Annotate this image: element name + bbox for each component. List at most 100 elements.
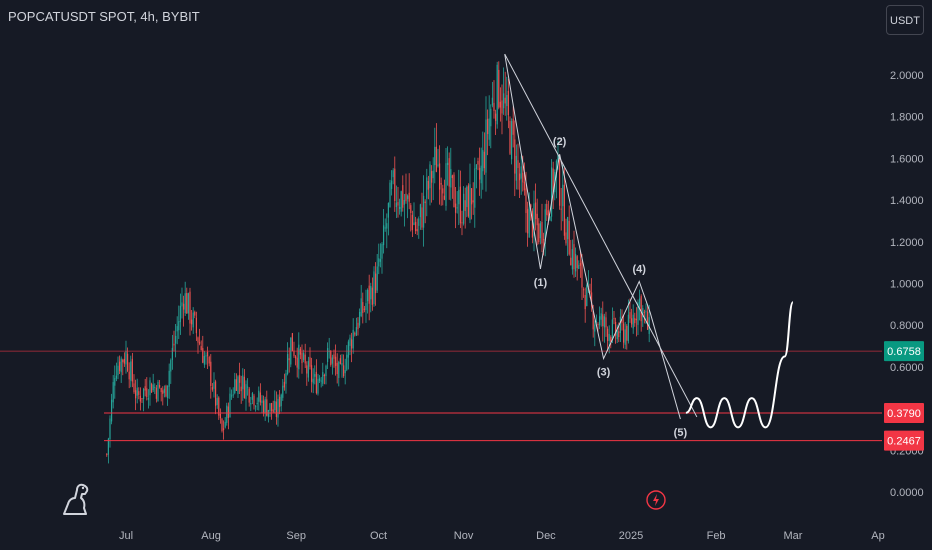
last-price-tag-text: 0.6758 — [887, 346, 921, 358]
candle-body — [589, 290, 591, 293]
x-tick-label: Mar — [783, 530, 802, 542]
candle-body — [466, 186, 468, 208]
candle-body — [443, 195, 445, 200]
candle-body — [544, 209, 546, 244]
candle-body — [390, 180, 393, 189]
candle-body — [117, 365, 119, 376]
candle-body — [552, 168, 554, 195]
last-price-tag: 0.6758 — [884, 341, 924, 362]
candle-body — [418, 218, 420, 226]
candle-body — [402, 185, 404, 208]
candle-body — [354, 333, 356, 335]
candle-body — [165, 385, 167, 397]
candle-body — [118, 361, 121, 371]
candle-body — [376, 266, 378, 291]
candle-body — [595, 321, 597, 323]
candle-body — [610, 337, 612, 342]
candle-body — [613, 318, 615, 320]
candle-body — [395, 202, 397, 208]
candle-body — [629, 312, 631, 319]
candle-body — [226, 405, 228, 423]
candle-body — [187, 293, 189, 314]
candle-body — [157, 381, 159, 402]
candle-body — [536, 213, 538, 226]
candle-body — [181, 302, 183, 307]
candle-body — [568, 220, 570, 255]
candle-body — [614, 321, 617, 336]
candle-body — [550, 167, 553, 217]
candle-body — [363, 308, 365, 310]
candle-body — [634, 318, 636, 324]
candle-body — [198, 342, 201, 344]
candle-body — [261, 400, 263, 403]
candle-body — [538, 223, 540, 243]
candle-body — [218, 397, 220, 416]
candle-body — [339, 358, 341, 364]
candle-body — [528, 207, 530, 238]
candle-body — [123, 358, 125, 364]
candle-body — [350, 339, 353, 349]
candle-body — [506, 95, 508, 107]
candle-body — [163, 388, 165, 393]
candle-body — [467, 185, 469, 217]
y-tick-label: 1.8000 — [890, 112, 924, 124]
candle-body — [384, 227, 386, 229]
y-tick-label: 2.0000 — [890, 70, 924, 82]
candle-body — [240, 386, 242, 392]
candle-body — [219, 414, 221, 419]
candle-body — [248, 388, 250, 403]
candle-body — [293, 350, 295, 357]
candle-body — [459, 186, 461, 224]
wave-label: (1) — [534, 277, 548, 289]
candle-body — [603, 316, 605, 328]
candle-body — [594, 324, 596, 332]
candle-body — [301, 352, 303, 364]
candle-body — [203, 355, 205, 365]
candle-body — [627, 314, 629, 342]
candle-body — [408, 192, 410, 202]
candle-body — [299, 348, 301, 355]
candle-body — [330, 350, 332, 365]
candle-body — [442, 188, 444, 194]
candle-body — [144, 386, 146, 391]
candle-body — [341, 363, 343, 366]
candle-body — [197, 337, 199, 343]
x-tick-label: Oct — [370, 530, 387, 542]
candle-body — [323, 374, 325, 377]
y-tick-label: 1.2000 — [890, 237, 924, 249]
candle-body — [397, 202, 399, 206]
candle-body — [477, 161, 479, 165]
currency-button[interactable]: USDT — [886, 5, 924, 35]
candle-body — [605, 317, 607, 328]
candle-body — [600, 313, 602, 320]
candle-body — [171, 347, 173, 361]
lightning-event-icon[interactable] — [646, 490, 666, 510]
candle-body — [432, 170, 434, 179]
projection-path — [685, 301, 794, 429]
candle-body — [317, 378, 319, 394]
candle-body — [574, 253, 577, 272]
candle-body — [146, 388, 148, 398]
candle-body — [378, 258, 380, 267]
candle-body — [230, 395, 233, 397]
candle-body — [518, 173, 521, 181]
candle-body — [355, 327, 357, 336]
candle-body — [306, 365, 308, 374]
candle-body — [210, 361, 212, 387]
candle-body — [266, 399, 268, 416]
candle-body — [214, 381, 217, 406]
candle-body — [558, 158, 561, 206]
y-tick-label: 0.0000 — [890, 487, 924, 499]
support-price-tag-box — [884, 430, 924, 451]
candle-body — [280, 394, 282, 407]
support-price-tag-box — [884, 402, 924, 423]
candle-body — [498, 69, 500, 108]
candle-body — [283, 381, 285, 388]
candle-body — [222, 428, 225, 430]
candle-body — [618, 331, 620, 338]
tradingview-dino-logo-icon[interactable] — [60, 480, 94, 516]
candle-body — [189, 291, 191, 324]
candle-body — [243, 376, 245, 398]
candle-body — [264, 399, 266, 413]
